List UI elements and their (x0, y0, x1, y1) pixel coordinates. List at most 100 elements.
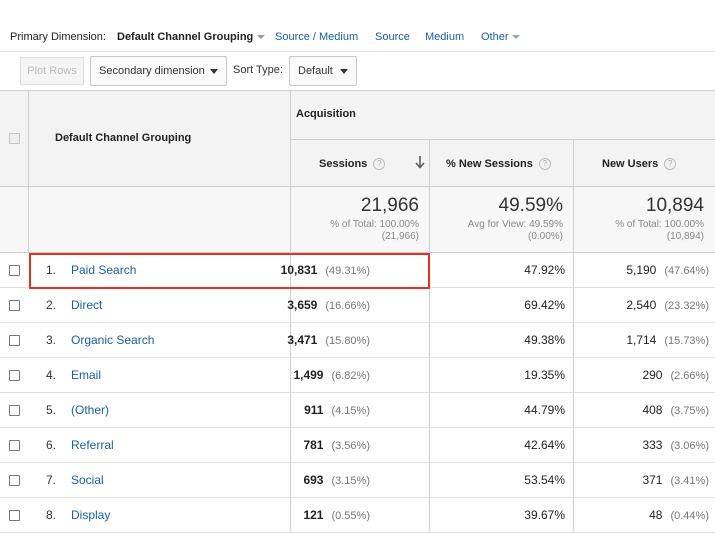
secondary-dimension-select[interactable]: Secondary dimension (90, 56, 227, 86)
total-sessions-abs: (21,966) (381, 231, 419, 242)
new-users-pct: (3.75%) (670, 405, 709, 417)
dimension-link-source-medium[interactable]: Source / Medium (275, 31, 359, 43)
new-users-value: 5,190 (626, 263, 657, 277)
select-all-checkbox[interactable] (9, 133, 20, 144)
row-checkbox[interactable] (9, 265, 20, 276)
row-checkbox[interactable] (9, 475, 20, 486)
sessions-pct: (49.31%) (325, 265, 370, 277)
total-sessions-note: % of Total: 100.00% (330, 219, 419, 230)
column-divider (28, 91, 29, 253)
sessions-pct: (0.55%) (331, 510, 370, 522)
new-users-pct: (3.06%) (670, 440, 709, 452)
sort-type-select[interactable]: Default (289, 56, 357, 86)
header-divider (290, 139, 715, 140)
table-row: 3. Organic Search 3,471 (15.80%) 49.38% 1… (0, 323, 715, 358)
column-divider (290, 91, 291, 533)
table-row: 8. Display 121 (0.55%) 39.67% 48 (0.44%) (0, 498, 715, 533)
dimension-link-other[interactable]: Other (481, 31, 520, 43)
new-users-column-header[interactable]: New Users? (602, 158, 677, 171)
dimension-link-medium[interactable]: Medium (425, 31, 465, 43)
total-new-users: 10,894 (645, 195, 704, 216)
new-sessions-cell: 49.38% (524, 333, 565, 347)
primary-dimension-current-label: Default Channel Grouping (117, 31, 254, 43)
new-users-cell: 371 (3.41%) (642, 473, 709, 487)
new-users-pct: (47.64%) (664, 265, 709, 277)
chevron-down-icon (210, 69, 218, 74)
plot-rows-button[interactable]: Plot Rows (20, 57, 84, 85)
new-sessions-cell: 47.92% (524, 263, 565, 277)
table-row: 2. Direct 3,659 (16.66%) 69.42% 2,540 (23.… (0, 288, 715, 323)
highlight-box (29, 253, 430, 289)
table-header: Default Channel Grouping Acquisition Ses… (0, 91, 715, 187)
acquisition-group-header: Acquisition (296, 108, 356, 120)
sessions-cell: 693 (3.15%) (303, 473, 370, 487)
dimension-link-source[interactable]: Source (375, 31, 410, 43)
sessions-value: 693 (303, 473, 324, 487)
sessions-cell: 3,659 (16.66%) (287, 298, 370, 312)
row-number: 7. (46, 473, 57, 487)
sessions-value: 3,659 (287, 298, 318, 312)
channel-link[interactable]: Display (71, 508, 111, 522)
new-sessions-cell: 39.67% (524, 508, 565, 522)
row-checkbox[interactable] (9, 300, 20, 311)
primary-dimension-current[interactable]: Default Channel Grouping (117, 31, 266, 43)
channel-link[interactable]: Direct (71, 298, 103, 312)
help-icon[interactable]: ? (664, 158, 677, 171)
secondary-dimension-label: Secondary dimension (99, 65, 205, 77)
channel-link[interactable]: (Other) (71, 403, 110, 417)
row-number: 2. (46, 298, 57, 312)
help-icon[interactable]: ? (373, 158, 386, 171)
new-users-cell: 1,714 (15.73%) (626, 333, 709, 347)
table-row: 6. Referral 781 (3.56%) 42.64% 333 (3.06%) (0, 428, 715, 463)
row-checkbox[interactable] (9, 440, 20, 451)
sessions-cell: 10,831 (49.31%) (281, 263, 370, 277)
sessions-header-label: Sessions (319, 158, 368, 170)
chevron-down-icon (511, 35, 520, 40)
sessions-cell: 121 (0.55%) (303, 508, 370, 522)
sessions-column-header[interactable]: Sessions? (319, 158, 386, 171)
row-checkbox[interactable] (9, 370, 20, 381)
new-users-value: 290 (642, 368, 663, 382)
new-users-cell: 290 (2.66%) (642, 368, 709, 382)
row-number: 5. (46, 403, 57, 417)
column-divider (573, 139, 574, 533)
sessions-cell: 1,499 (6.82%) (293, 368, 370, 382)
channel-link[interactable]: Paid Search (71, 263, 137, 277)
channel-link[interactable]: Email (71, 368, 102, 382)
new-sessions-header-label: % New Sessions (446, 158, 533, 170)
new-users-cell: 5,190 (47.64%) (626, 263, 709, 277)
chevron-down-icon (257, 35, 266, 40)
dimension-column-header[interactable]: Default Channel Grouping (55, 132, 192, 144)
new-users-value: 408 (642, 403, 663, 417)
sort-descending-icon[interactable] (414, 155, 426, 169)
new-users-cell: 333 (3.06%) (642, 438, 709, 452)
sessions-pct: (3.56%) (331, 440, 370, 452)
new-users-pct: (15.73%) (664, 335, 709, 347)
sessions-pct: (6.82%) (331, 370, 370, 382)
table-row: 5. (Other) 911 (4.15%) 44.79% 408 (3.75%) (0, 393, 715, 428)
help-icon[interactable]: ? (538, 158, 551, 171)
channel-link[interactable]: Organic Search (71, 333, 155, 347)
new-users-header-label: New Users (602, 158, 659, 170)
total-new-users-abs: (10,894) (666, 231, 704, 242)
row-number: 6. (46, 438, 57, 452)
row-checkbox[interactable] (9, 405, 20, 416)
new-users-value: 2,540 (626, 298, 657, 312)
total-sessions: 21,966 (360, 195, 419, 216)
new-sessions-column-header[interactable]: % New Sessions? (446, 158, 551, 171)
totals-row: 21,966 % of Total: 100.00% (21,966) 49.5… (0, 187, 715, 253)
total-new-sessions: 49.59% (498, 195, 563, 216)
new-users-cell: 2,540 (23.32%) (626, 298, 709, 312)
new-sessions-cell: 69.42% (524, 298, 565, 312)
sessions-value: 10,831 (280, 263, 318, 277)
new-users-pct: (23.32%) (664, 300, 709, 312)
new-users-pct: (0.44%) (670, 510, 709, 522)
channel-link[interactable]: Social (71, 473, 104, 487)
channel-link[interactable]: Referral (71, 438, 114, 452)
new-users-value: 371 (642, 473, 663, 487)
new-sessions-cell: 19.35% (524, 368, 565, 382)
row-checkbox[interactable] (9, 335, 20, 346)
new-users-pct: (3.41%) (670, 475, 709, 487)
row-checkbox[interactable] (9, 510, 20, 521)
row-number: 3. (46, 333, 57, 347)
